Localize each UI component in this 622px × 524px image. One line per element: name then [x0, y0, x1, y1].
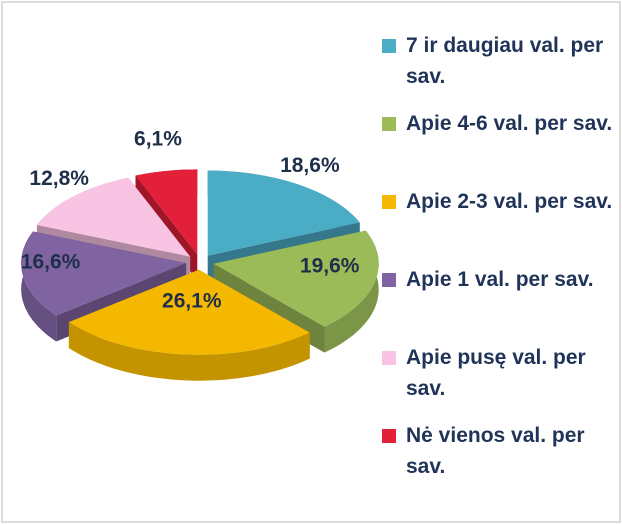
legend-label: Nė vienos val. per sav.: [406, 424, 585, 478]
data-label: 26,1%: [162, 290, 222, 313]
slice: [135, 169, 198, 255]
slice-side: [324, 230, 379, 353]
legend-item: Nė vienos val. per sav.: [380, 420, 615, 498]
slice: [36, 177, 191, 257]
legend-item: Apie 2-3 val. per sav.: [380, 186, 615, 264]
data-label: 16,6%: [21, 251, 81, 274]
legend-swatch: [382, 39, 396, 53]
legend-label: Apie pusę val. per sav.: [406, 346, 586, 400]
legend-item: Apie pusę val. per sav.: [380, 342, 615, 420]
legend-swatch: [382, 195, 396, 209]
data-label: 19,6%: [300, 254, 360, 277]
legend-item: Apie 4-6 val. per sav.: [380, 108, 615, 186]
legend-swatch: [382, 117, 396, 131]
data-label: 18,6%: [280, 154, 340, 177]
legend-swatch: [382, 273, 396, 287]
slice: [21, 231, 187, 316]
slice-side: [68, 322, 310, 381]
legend-label: Apie 4-6 val. per sav.: [406, 112, 613, 135]
data-label: 12,8%: [29, 167, 89, 190]
data-label: 6,1%: [134, 128, 182, 151]
legend-item: Apie 1 val. per sav.: [380, 264, 615, 342]
legend-swatch: [382, 429, 396, 443]
legend: 7 ir daugiau val. per sav. Apie 4-6 val. …: [380, 30, 615, 498]
slice: [68, 269, 310, 355]
legend-label: Apie 1 val. per sav.: [406, 268, 594, 291]
slice: [213, 230, 379, 327]
legend-item: 7 ir daugiau val. per sav.: [380, 30, 615, 108]
slice: [207, 170, 360, 256]
legend-swatch: [382, 351, 396, 365]
legend-label: Apie 2-3 val. per sav.: [406, 190, 613, 213]
legend-label: 7 ir daugiau val. per sav.: [406, 34, 604, 88]
